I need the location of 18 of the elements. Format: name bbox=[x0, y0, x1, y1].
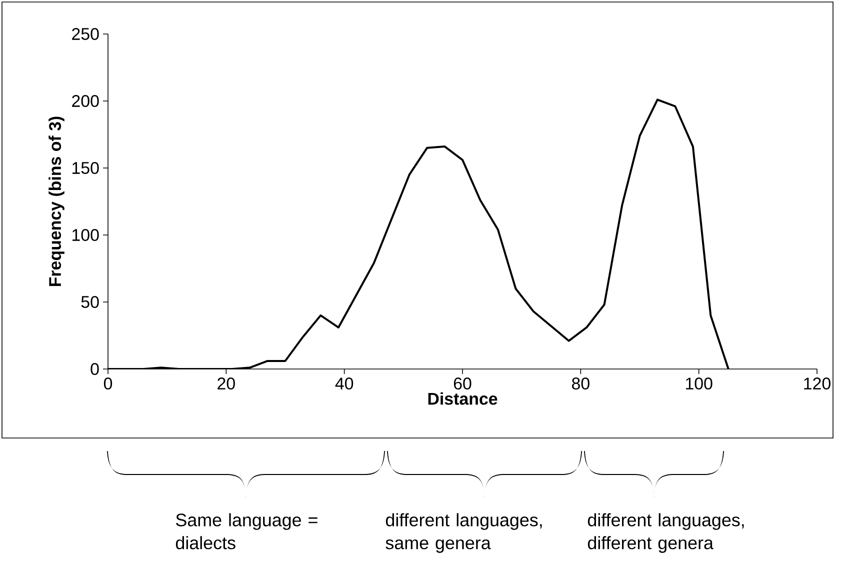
y-tick-label: 200 bbox=[72, 95, 99, 107]
x-axis-title: Distance bbox=[428, 392, 498, 405]
text: different languages, different genera bbox=[588, 513, 744, 553]
x-tick-label: 0 bbox=[104, 378, 112, 390]
y-tick-label: 50 bbox=[81, 296, 99, 308]
x-tick-label: 120 bbox=[804, 378, 830, 390]
x-tick-label: 40 bbox=[335, 378, 354, 390]
y-tick-label: 0 bbox=[90, 363, 99, 375]
text: Same language = dialects bbox=[176, 513, 318, 550]
x-tick-label: 20 bbox=[218, 378, 235, 390]
y-tick-label: 150 bbox=[72, 162, 99, 174]
text: different languages, same genera bbox=[386, 513, 542, 553]
y-axis-title: Frequency (bins of 3) bbox=[48, 116, 64, 286]
y-tick-label: 250 bbox=[72, 28, 99, 40]
x-tick-label: 80 bbox=[572, 378, 590, 390]
x-tick-label: 60 bbox=[454, 378, 472, 390]
x-tick-label: 100 bbox=[686, 378, 712, 390]
y-tick-label: 100 bbox=[72, 229, 99, 241]
